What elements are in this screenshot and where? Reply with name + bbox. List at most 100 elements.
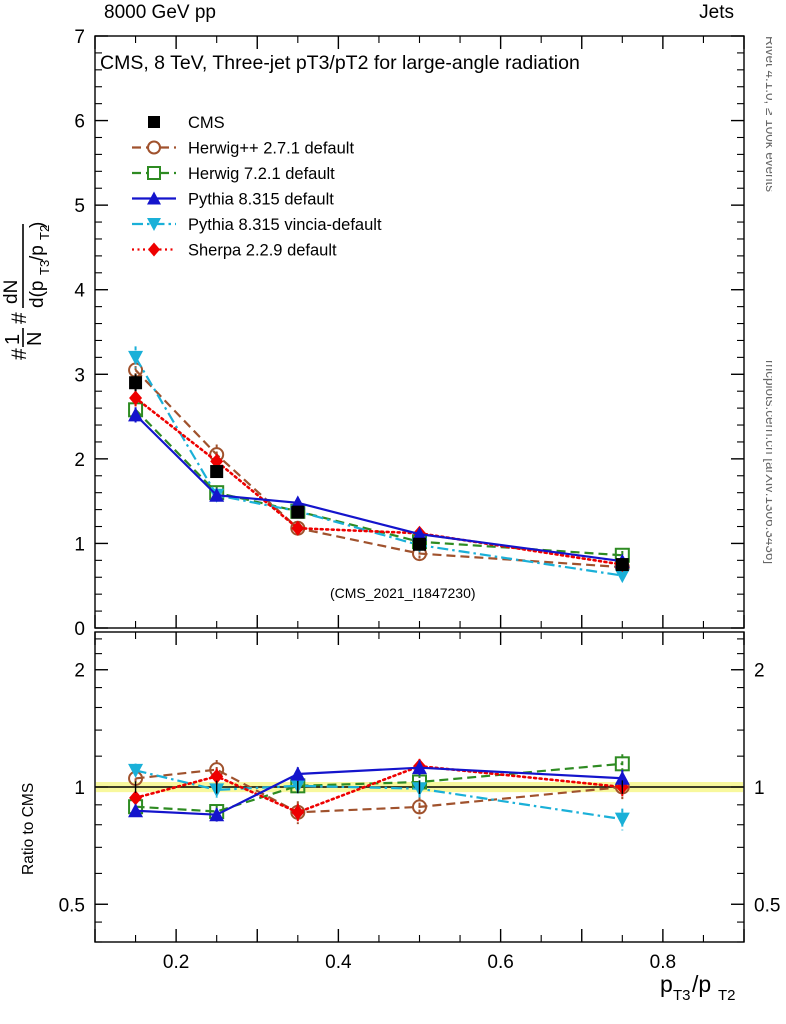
legend-item-2: Herwig 7.2.1 default <box>132 165 335 183</box>
ylabel-frac2-sub2: T2 <box>37 225 52 240</box>
dataset-watermark-text: (CMS_2021_I1847230) <box>330 585 476 601</box>
data-marker <box>209 807 225 822</box>
main-herwig-2-7-1-default-line <box>134 369 623 569</box>
data-marker <box>615 558 629 572</box>
ratio-pythia-8-315-default-series <box>128 760 630 822</box>
data-marker <box>291 520 305 536</box>
data-marker <box>128 763 144 778</box>
ylabel-frac1-bot: N <box>24 332 46 346</box>
data-marker <box>128 350 144 365</box>
header-right-label: Jets <box>699 2 734 23</box>
ylabel-frac2-top: dN <box>2 280 22 304</box>
side-note-mcplots: mcplots.cern.ch [arXiv:1306.3436] <box>752 360 772 650</box>
main-herwig-2-7-1-default-series <box>128 359 630 575</box>
legend-label-1: Herwig++ 2.7.1 default <box>188 140 354 158</box>
main-pythia-8-315-vincia-default-line <box>134 356 623 577</box>
data-marker <box>614 569 630 584</box>
data-marker <box>614 812 630 827</box>
xaxis-label: p T3 /p T2 <box>660 966 780 1016</box>
ylabel-frac2-bot-c: ) <box>27 222 48 228</box>
legend-label-2: Herwig 7.2.1 default <box>188 165 335 183</box>
legend-item-1: Herwig++ 2.7.1 default <box>132 140 354 158</box>
data-marker <box>128 803 144 818</box>
ylabel-frac2-sub1: T3 <box>37 260 52 275</box>
ratio-ytick-label-0.5: 0.5 <box>59 895 85 916</box>
data-marker <box>291 804 305 820</box>
plot-title: CMS, 8 TeV, Three-jet pT3/pT2 for large-… <box>100 52 580 74</box>
ratio-ytick-label-right-2: 2 <box>754 661 765 682</box>
legend-item-4: Pythia 8.315 vincia-default <box>132 216 382 234</box>
ylabel-frac2-bot-a: d(p <box>27 281 48 308</box>
ratio-ytick-label-2: 2 <box>74 661 85 682</box>
ylabel-hash2: # <box>8 312 31 324</box>
legend-label-0: CMS <box>188 114 225 132</box>
main-ytick-label-0: 0 <box>74 619 85 640</box>
xlabel-mid: /p <box>692 971 711 997</box>
xlabel-sub2: T2 <box>718 987 736 1004</box>
ratio-ytick-label-right-0.5: 0.5 <box>754 895 780 916</box>
xlabel-sub1: T3 <box>673 987 691 1004</box>
ylabel-frac1-top: 1 <box>2 334 24 345</box>
xtick-label-0.6: 0.6 <box>487 952 513 973</box>
main-ytick-label-4: 4 <box>74 281 85 302</box>
data-marker <box>412 760 427 775</box>
main-ytick-label-6: 6 <box>74 112 85 133</box>
ylabel-frac2-bot-b: /p <box>27 245 48 261</box>
dataset-watermark: (CMS_2021_I1847230) <box>330 585 476 601</box>
xtick-label-0.8: 0.8 <box>650 952 676 973</box>
legend: CMS Herwig++ 2.7.1 default Herwig 7.2.1 de… <box>132 114 382 260</box>
side-note-rivet: Rivet 4.1.0, ≥ 100k events <box>752 36 772 336</box>
legend-label-3: Pythia 8.315 default <box>188 191 334 209</box>
xtick-label-0.4: 0.4 <box>325 952 352 973</box>
main-cms-series <box>129 374 629 572</box>
data-marker <box>210 768 224 784</box>
data-marker <box>412 799 427 815</box>
side-note-mcplots-text: mcplots.cern.ch [arXiv:1306.3436] <box>763 360 772 564</box>
data-marker <box>413 537 426 551</box>
data-marker <box>129 790 143 806</box>
header-left-label: 8000 GeV pp <box>104 2 216 23</box>
legend-marker-square-filled-icon <box>148 116 160 128</box>
legend-marker-diamond-icon <box>148 242 160 257</box>
data-marker <box>128 407 144 422</box>
ratio-ytick-label-1: 1 <box>74 778 85 799</box>
data-marker <box>129 390 143 406</box>
main-ytick-label-5: 5 <box>74 196 85 217</box>
legend-item-0: CMS <box>148 114 225 132</box>
main-ytick-label-7: 7 <box>74 27 85 48</box>
data-marker <box>290 766 306 781</box>
main-ylabel: # 1 N # dN d(p T3 /p T2 ) <box>2 30 58 390</box>
ratio-pythia-8-315-vincia-default-line <box>135 769 623 821</box>
legend-marker-triangle-down-icon <box>147 218 161 231</box>
main-ytick-label-1: 1 <box>74 534 85 555</box>
data-marker <box>614 770 630 785</box>
legend-item-3: Pythia 8.315 default <box>132 191 334 209</box>
data-marker <box>129 376 143 390</box>
side-note-rivet-text: Rivet 4.1.0, ≥ 100k events <box>763 36 772 192</box>
data-marker <box>210 465 224 479</box>
ratio-ylabel-text: Ratio to CMS <box>20 783 37 875</box>
legend-marker-triangle-up-icon <box>147 191 161 205</box>
main-pythia-8-315-default-line <box>134 414 623 563</box>
data-marker <box>291 505 305 519</box>
main-ytick-label-2: 2 <box>74 450 85 471</box>
main-ytick-label-3: 3 <box>74 365 85 386</box>
legend-marker-square-open-icon <box>147 166 161 180</box>
ratio-herwig-7-2-1-default-line <box>135 762 623 813</box>
legend-item-5: Sherpa 2.2.9 default <box>132 242 337 260</box>
xlabel-p1: p <box>660 971 673 997</box>
legend-marker-circle-open-icon <box>147 140 161 155</box>
ratio-ylabel: Ratio to CMS <box>16 700 40 880</box>
legend-label-5: Sherpa 2.2.9 default <box>188 242 337 260</box>
main-pythia-8-315-default-series <box>128 407 630 568</box>
ylabel-hash1: # <box>8 348 31 360</box>
data-marker <box>209 487 225 502</box>
legend-label-4: Pythia 8.315 vincia-default <box>188 216 382 234</box>
xtick-label-0.2: 0.2 <box>163 952 189 973</box>
data-marker <box>412 526 427 541</box>
plot-title-wrap: CMS, 8 TeV, Three-jet pT3/pT2 for large-… <box>100 52 580 75</box>
main-sherpa-2-2-9-default-line <box>134 396 624 566</box>
ratio-ytick-label-right-1: 1 <box>754 778 765 799</box>
main-pythia-8-315-vincia-default-series <box>128 346 630 584</box>
